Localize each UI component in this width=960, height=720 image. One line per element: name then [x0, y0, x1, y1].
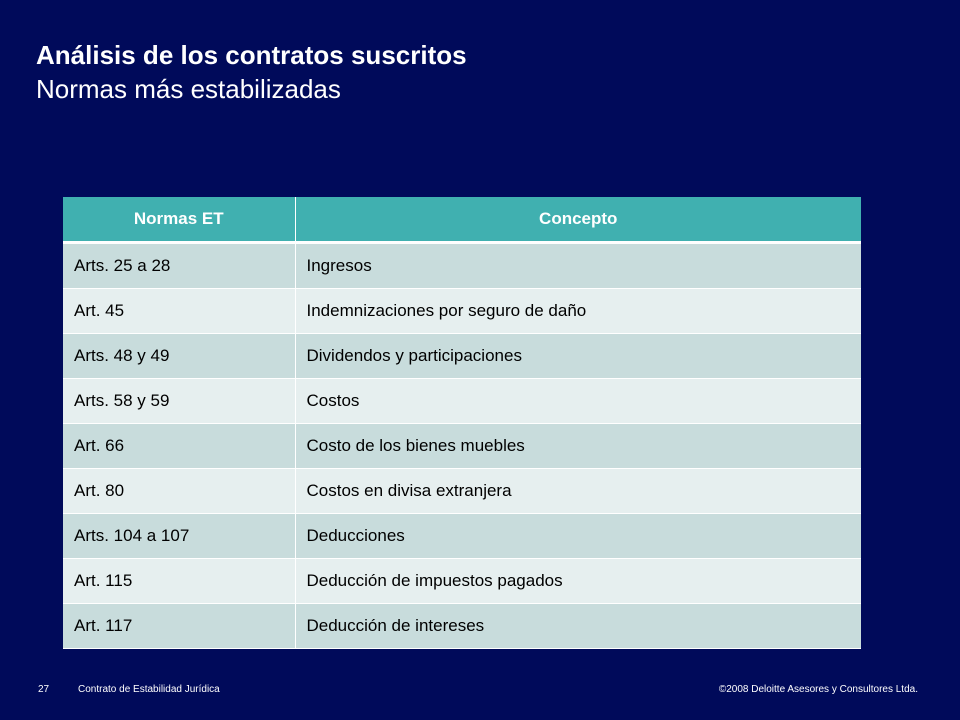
- table-cell-norma: Art. 117: [63, 603, 296, 649]
- table-cell-norma: Art. 115: [63, 558, 296, 604]
- table-cell-norma: Arts. 58 y 59: [63, 378, 296, 424]
- table-cell-norma: Art. 45: [63, 288, 296, 334]
- table-cell-concepto: Deducción de intereses: [295, 603, 861, 649]
- slide-title: Análisis de los contratos suscritos: [36, 40, 467, 70]
- table-cell-norma: Art. 80: [63, 468, 296, 514]
- table-cell-concepto: Ingresos: [295, 242, 861, 289]
- table-row: Art. 117 Deducción de intereses: [63, 603, 861, 649]
- table-cell-concepto: Costo de los bienes muebles: [295, 423, 861, 469]
- norms-table: Normas ET Concepto Arts. 25 a 28 Ingreso…: [63, 197, 861, 649]
- table-header-row: Normas ET Concepto: [63, 197, 861, 244]
- table-cell-concepto: Deducción de impuestos pagados: [295, 558, 861, 604]
- table-cell-norma: Arts. 104 a 107: [63, 513, 296, 559]
- table-row: Arts. 48 y 49 Dividendos y participacion…: [63, 333, 861, 379]
- table-cell-concepto: Costos: [295, 378, 861, 424]
- table-row: Art. 115 Deducción de impuestos pagados: [63, 558, 861, 604]
- column-header-concepto: Concepto: [295, 197, 861, 244]
- table-row: Art. 45 Indemnizaciones por seguro de da…: [63, 288, 861, 334]
- footer-page-number: 27: [38, 684, 50, 695]
- table-row: Arts. 58 y 59 Costos: [63, 378, 861, 424]
- table-row: Art. 80 Costos en divisa extranjera: [63, 468, 861, 514]
- table-cell-concepto: Costos en divisa extranjera: [295, 468, 861, 514]
- footer-copyright: ©2008 Deloitte Asesores y Consultores Lt…: [718, 684, 918, 695]
- table-cell-concepto: Deducciones: [295, 513, 861, 559]
- table-row: Arts. 104 a 107 Deducciones: [63, 513, 861, 559]
- table-row: Art. 66 Costo de los bienes muebles: [63, 423, 861, 469]
- table-cell-norma: Arts. 48 y 49: [63, 333, 296, 379]
- table-cell-norma: Arts. 25 a 28: [63, 242, 296, 289]
- table-cell-concepto: Dividendos y participaciones: [295, 333, 861, 379]
- table-cell-norma: Art. 66: [63, 423, 296, 469]
- footer-document-name: Contrato de Estabilidad Jurídica: [78, 684, 220, 695]
- table-cell-concepto: Indemnizaciones por seguro de daño: [295, 288, 861, 334]
- column-header-normas: Normas ET: [63, 197, 296, 244]
- table-row: Arts. 25 a 28 Ingresos: [63, 242, 861, 289]
- slide-subtitle: Normas más estabilizadas: [36, 74, 341, 104]
